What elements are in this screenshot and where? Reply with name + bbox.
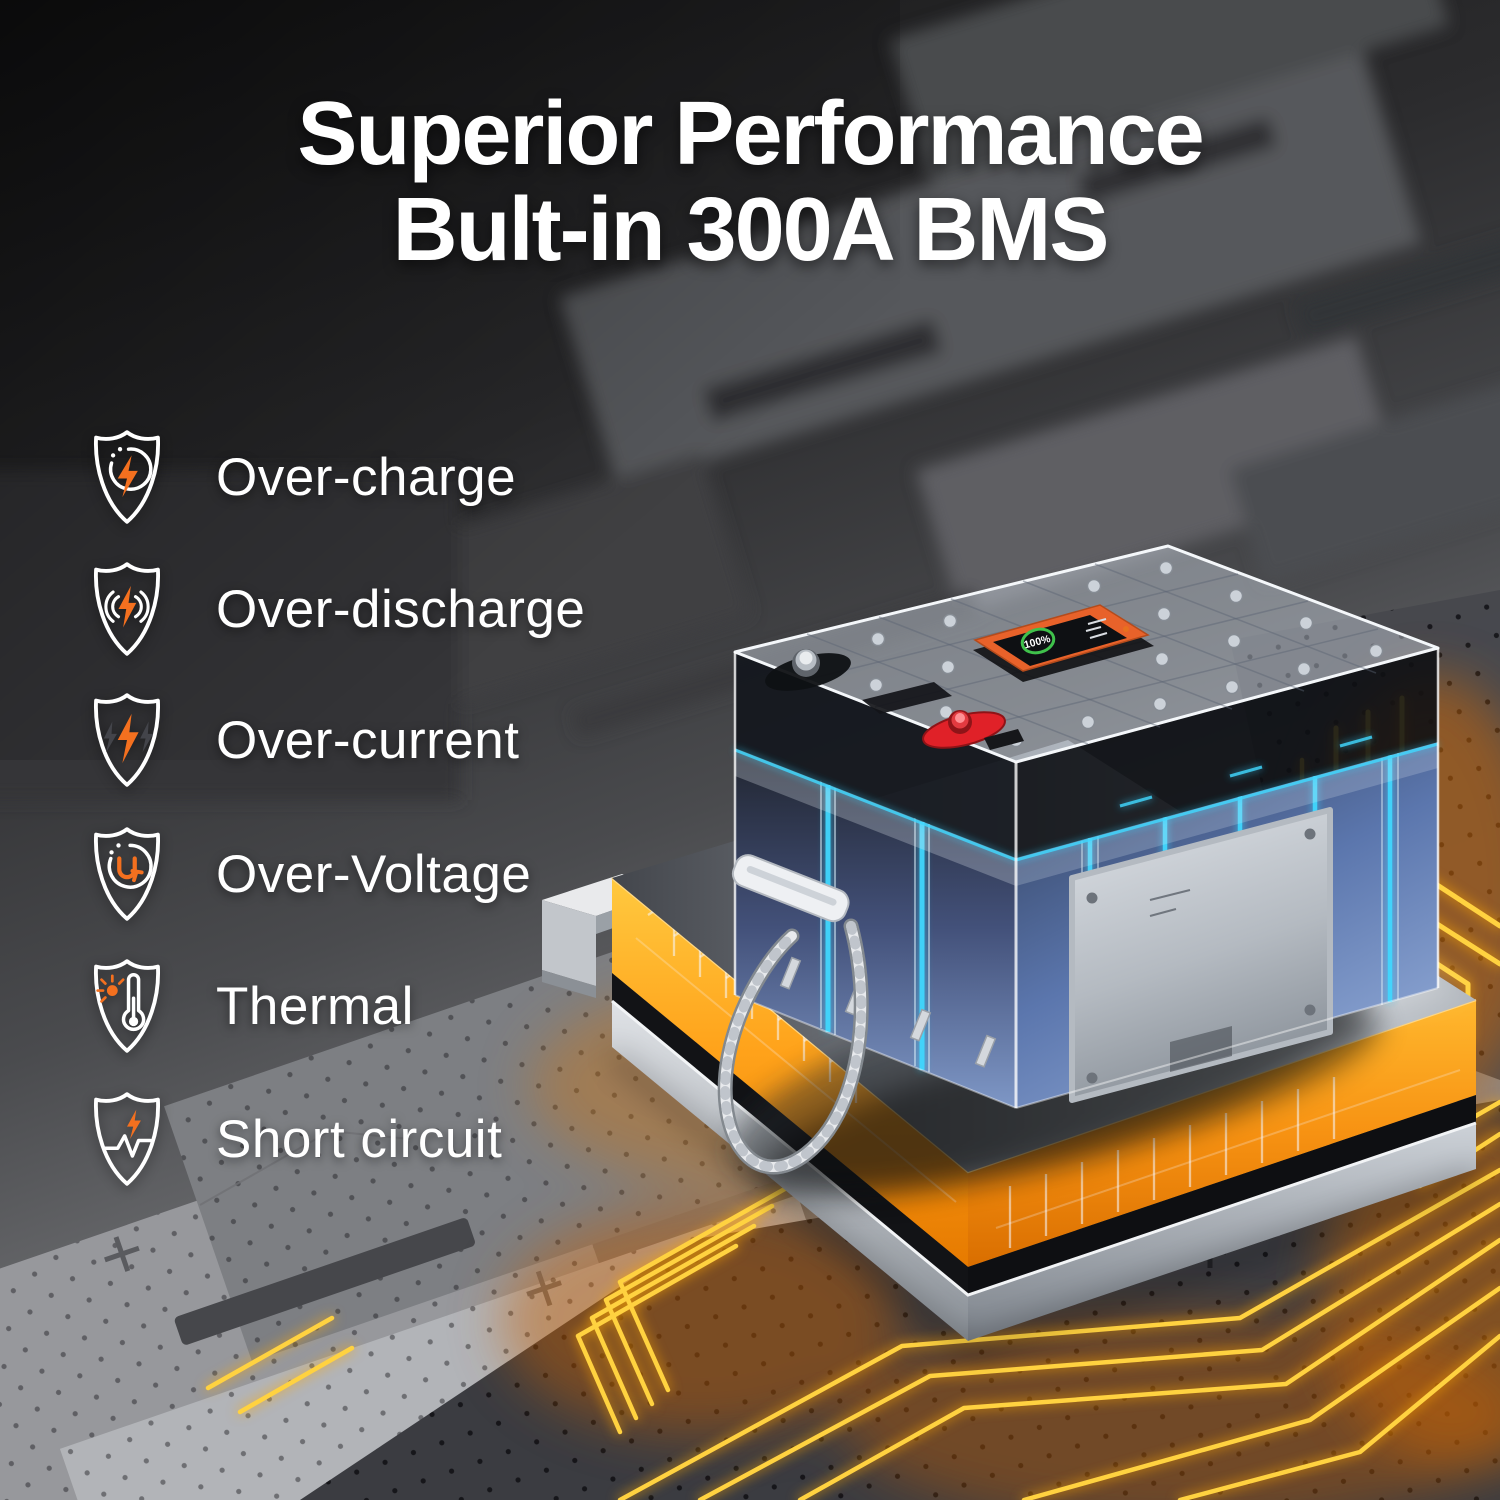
overdischarge-shield-icon: [94, 562, 160, 656]
feature-row-overcharge: Over-charge: [88, 425, 516, 529]
positive-terminal: [922, 710, 1024, 750]
feature-label: Over-discharge: [216, 579, 586, 639]
title-line-2: Bult-in 300A BMS: [392, 180, 1110, 281]
overcurrent-shield-icon: [94, 693, 160, 787]
feature-row-thermal: Thermal: [88, 954, 414, 1058]
feature-row-overdischarge: Over-discharge: [88, 557, 585, 661]
battery-left-face: [735, 748, 1016, 1108]
thermal-shield-icon: [94, 959, 160, 1053]
overcharge-shield-icon: [94, 430, 160, 524]
short-circuit-shield-icon: [94, 1092, 160, 1186]
protection-feature-list: Over-charge Over-discharge Over-current: [0, 0, 720, 1500]
battery-right-face: [1016, 742, 1438, 1108]
display-soc-ring: [1020, 627, 1056, 655]
feature-row-overvoltage: Over-Voltage: [88, 822, 531, 926]
vignette: [0, 0, 900, 760]
display-power-dot: [1123, 626, 1129, 632]
feature-label: Short circuit: [216, 1109, 503, 1169]
display-readout-lines: [1085, 618, 1108, 639]
battery-handle: [717, 854, 869, 1175]
feature-label: Over-charge: [216, 447, 517, 507]
platform-orange-band-right: [968, 1000, 1476, 1267]
battery-display: 100%: [973, 604, 1154, 682]
bms-plate: [1069, 807, 1333, 1103]
case-edges: [733, 648, 1440, 1109]
overvoltage-shield-icon: [94, 827, 160, 921]
feature-label: Over-Voltage: [216, 844, 532, 904]
feature-row-overcurrent: Over-current: [88, 688, 519, 792]
page-title: Superior Performance Bult-in 300A BMS: [0, 86, 1500, 279]
feature-label: Over-current: [216, 710, 520, 770]
feature-label: Thermal: [216, 976, 414, 1036]
title-line-1: Superior Performance: [297, 84, 1204, 184]
feature-row-short-circuit: Short circuit: [88, 1087, 502, 1191]
display-screen: [993, 615, 1127, 666]
